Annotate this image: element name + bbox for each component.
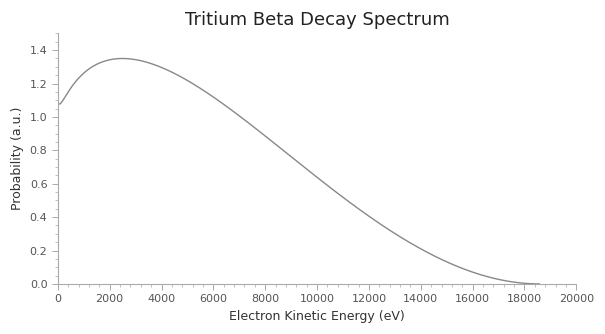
Title: Tritium Beta Decay Spectrum: Tritium Beta Decay Spectrum xyxy=(185,11,450,29)
Y-axis label: Probability (a.u.): Probability (a.u.) xyxy=(11,107,24,210)
X-axis label: Electron Kinetic Energy (eV): Electron Kinetic Energy (eV) xyxy=(229,310,405,323)
